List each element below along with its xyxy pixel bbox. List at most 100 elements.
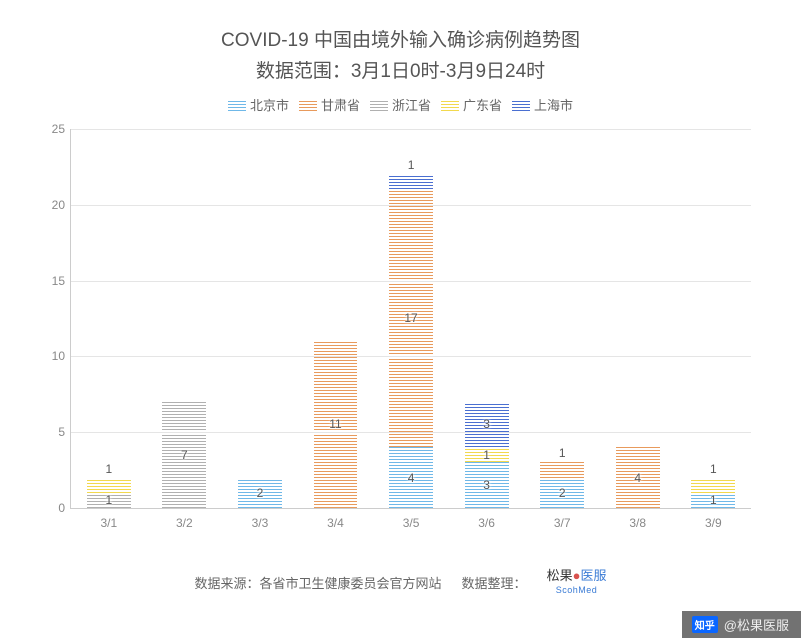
bar-segment: 1	[87, 478, 131, 493]
legend-item: 北京市	[228, 95, 289, 114]
bar-group: 23/3	[222, 129, 298, 508]
brand-logo: 松果●医服 ScohMed	[547, 569, 607, 596]
brand-en: ScohMed	[556, 585, 598, 595]
x-tick-label: 3/2	[176, 516, 193, 530]
title-line-1: COVID-19 中国由境外输入确诊病例趋势图	[40, 25, 761, 52]
bar-value-label: 1	[408, 158, 415, 172]
legend-swatch	[228, 99, 246, 111]
bar-stack: 11	[314, 341, 358, 508]
bar-segment: 1	[691, 493, 735, 508]
bar-value-label: 1	[710, 462, 717, 476]
bars-row: 113/173/223/3113/441713/53133/6213/743/8…	[71, 129, 751, 508]
bar-group: 113/4	[298, 129, 374, 508]
bar-segment: 1	[87, 493, 131, 508]
legend-label: 浙江省	[392, 95, 431, 114]
brand-cn-2: 医服	[580, 568, 606, 583]
legend: 北京市 甘肃省 浙江省 广东省 上海市	[40, 95, 761, 114]
y-tick-label: 15	[43, 274, 65, 288]
y-tick-label: 20	[43, 198, 65, 212]
legend-swatch	[512, 99, 530, 111]
bar-segment: 4	[389, 447, 433, 508]
legend-item: 甘肃省	[299, 95, 360, 114]
legend-swatch	[441, 99, 459, 111]
chart-footer: 数据来源：各省市卫生健康委员会官方网站 数据整理： 松果●医服 ScohMed	[0, 569, 801, 596]
bar-stack: 3 1 3	[465, 402, 509, 508]
bar-segment: 11	[314, 341, 358, 508]
gridline	[71, 129, 751, 130]
legend-label: 北京市	[250, 95, 289, 114]
y-tick-label: 0	[43, 501, 65, 515]
bar-stack: 11	[87, 478, 131, 508]
brand-cn-1: 松果	[547, 568, 573, 583]
y-tick-label: 5	[43, 425, 65, 439]
bar-stack: 4 17 1	[389, 174, 433, 508]
bar-segment: 3	[465, 402, 509, 448]
bar-value-label: 4	[408, 471, 415, 485]
data-org-label: 数据整理：	[462, 573, 527, 592]
legend-label: 甘肃省	[321, 95, 360, 114]
legend-swatch	[370, 99, 388, 111]
bar-segment: 17	[389, 189, 433, 447]
legend-label: 上海市	[534, 95, 573, 114]
bar-value-label: 1	[710, 493, 717, 507]
legend-item: 浙江省	[370, 95, 431, 114]
bar-segment: 1	[465, 447, 509, 462]
bar-group: 113/1	[71, 129, 147, 508]
legend-item: 广东省	[441, 95, 502, 114]
bar-segment: 1	[540, 462, 584, 477]
x-tick-label: 3/7	[554, 516, 571, 530]
bar-stack: 4	[616, 447, 660, 508]
zhihu-icon: 知乎	[692, 616, 718, 633]
bar-group: 73/2	[147, 129, 223, 508]
chart-container: COVID-19 中国由境外输入确诊病例趋势图 数据范围：3月1日0时-3月9日…	[0, 0, 801, 638]
x-tick-label: 3/9	[705, 516, 722, 530]
bar-stack: 2	[238, 478, 282, 508]
bar-value-label: 4	[634, 471, 641, 485]
legend-item: 上海市	[512, 95, 573, 114]
bar-value-label: 11	[329, 417, 341, 431]
gridline	[71, 281, 751, 282]
plot-area: 113/173/223/3113/441713/53133/6213/743/8…	[70, 129, 751, 509]
chart-title: COVID-19 中国由境外输入确诊病例趋势图 数据范围：3月1日0时-3月9日…	[40, 25, 761, 83]
bar-stack: 21	[540, 462, 584, 508]
x-tick-label: 3/3	[252, 516, 269, 530]
gridline	[71, 432, 751, 433]
bar-segment: 1	[691, 478, 735, 493]
bar-value-label: 1	[105, 462, 112, 476]
bar-value-label: 1	[105, 493, 112, 507]
bar-value-label: 7	[181, 448, 188, 462]
bar-segment: 4	[616, 447, 660, 508]
watermark: 知乎 @松果医服	[682, 611, 801, 638]
x-tick-label: 3/4	[327, 516, 344, 530]
bar-group: 113/9	[676, 129, 752, 508]
bar-value-label: 17	[404, 311, 417, 325]
bar-stack: 11	[691, 478, 735, 508]
y-tick-label: 10	[43, 349, 65, 363]
bar-value-label: 2	[257, 486, 264, 500]
bar-value-label: 1	[483, 448, 490, 462]
x-tick-label: 3/8	[629, 516, 646, 530]
bar-value-label: 2	[559, 486, 566, 500]
bar-value-label: 3	[483, 417, 490, 431]
bar-segment: 1	[389, 174, 433, 189]
bar-segment: 3	[465, 462, 509, 508]
x-tick-label: 3/1	[100, 516, 117, 530]
bar-group: 3133/6	[449, 129, 525, 508]
gridline	[71, 205, 751, 206]
data-source-text: 数据来源：各省市卫生健康委员会官方网站	[195, 573, 442, 592]
legend-swatch	[299, 99, 317, 111]
bar-value-label: 3	[483, 478, 490, 492]
bar-segment: 2	[540, 478, 584, 508]
bar-group: 43/8	[600, 129, 676, 508]
bar-stack: 7	[162, 402, 206, 508]
x-tick-label: 3/5	[403, 516, 420, 530]
watermark-text: @松果医服	[724, 615, 789, 634]
bar-segment: 7	[162, 402, 206, 508]
bar-group: 213/7	[524, 129, 600, 508]
bar-group: 41713/5	[373, 129, 449, 508]
legend-label: 广东省	[463, 95, 502, 114]
gridline	[71, 356, 751, 357]
bar-value-label: 1	[559, 446, 566, 460]
x-tick-label: 3/6	[478, 516, 495, 530]
y-tick-label: 25	[43, 122, 65, 136]
